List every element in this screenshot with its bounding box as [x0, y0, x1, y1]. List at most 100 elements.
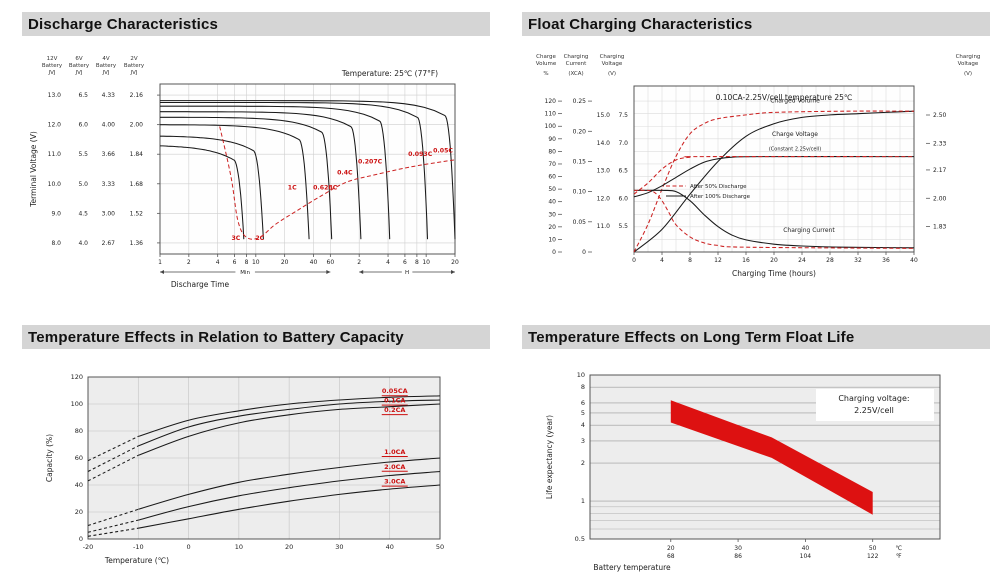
section-title-bar: Discharge Characteristics — [22, 12, 490, 36]
arrowhead — [359, 270, 364, 274]
float-charging-characteristics-chart: ChargeVolume%ChargingCurrent(XCA)Chargin… — [536, 54, 981, 278]
cell-voltage-tick-label: 2.00 — [933, 195, 947, 202]
section-discharge: Discharge Characteristics 12V Battery JVJ 1… — [22, 12, 490, 294]
y-tick-label: 3 — [581, 437, 585, 445]
y-tick-label: 0.5 — [575, 535, 585, 543]
volume-tick-label: 110 — [545, 111, 557, 118]
axis-unit: % — [543, 71, 548, 77]
voltage-tick-label: 10.0 — [48, 181, 62, 188]
x-tick-label: 40 — [386, 543, 394, 551]
x-tick-label: 16 — [742, 257, 750, 264]
axis-segment-label: Min — [240, 270, 250, 276]
y-tick-label: 10 — [577, 371, 585, 379]
section-temp-capacity: Temperature Effects in Relation to Batte… — [22, 325, 490, 577]
axis-column-header: 6V — [75, 56, 82, 62]
x-tick-label: 40 — [910, 257, 918, 264]
voltage12-tick-label: 12.0 — [597, 195, 611, 202]
section-float-life: Temperature Effects on Long Term Float L… — [522, 325, 990, 577]
cell-voltage-tick-label: 1.83 — [933, 224, 947, 231]
x-tick-label-celsius: 30 — [734, 545, 742, 552]
curve-label: 2.0CA — [384, 463, 405, 471]
x-tick-label-fahrenheit: 122 — [867, 553, 879, 560]
curve-label: 3.0CA — [384, 478, 405, 486]
y-tick-label: 8 — [581, 383, 585, 391]
axis-column-header: Voltage — [602, 61, 623, 67]
life-expectancy-band — [670, 400, 873, 515]
volume-tick-label: 60 — [548, 174, 556, 181]
x-tick-label: 30 — [335, 543, 343, 551]
x-axis-title: Charging Time (hours) — [732, 269, 816, 278]
curve-label: 0.093C — [408, 151, 433, 158]
x-tick-label: -10 — [133, 543, 144, 551]
label-backing — [235, 268, 255, 276]
axis-column-header: Charging — [600, 54, 625, 60]
axis-segment-label: H — [405, 270, 409, 276]
x-tick-label: 32 — [854, 257, 862, 264]
section-float-charging: Float Charging Characteristics Charge Vol… — [522, 12, 990, 294]
legend-label: After 100% Discharge — [690, 194, 751, 200]
volume-tick-label: 120 — [545, 98, 557, 105]
axis-column-header: Battery — [69, 63, 90, 69]
charging-current-after-50 — [633, 189, 915, 249]
volume-tick-label: 50 — [548, 186, 556, 193]
voltage12-tick-label: 14.0 — [597, 140, 611, 147]
capacity-curve-0.1CA — [138, 399, 441, 447]
axis-unit: (V) — [964, 71, 972, 77]
voltage-tick-label: 2.67 — [102, 240, 116, 247]
axis-column-header: Charging — [564, 54, 589, 60]
x-tick-label-celsius: 20 — [667, 545, 675, 552]
x-unit-fahrenheit: ℉ — [896, 553, 902, 560]
axis-column-header: Voltage — [958, 61, 979, 67]
voltage-tick-label: 2.16 — [130, 92, 144, 99]
curve-label: 0.1CA — [384, 397, 405, 405]
x-tick-label: 8 — [245, 259, 249, 266]
voltage-tick-label: 3.66 — [102, 151, 116, 158]
section-title-bar: Temperature Effects in Relation to Batte… — [22, 325, 490, 349]
axis-column-header: JVJ — [129, 70, 137, 76]
curve-label: 1.0CA — [384, 448, 405, 456]
curve-label: Charging Current — [783, 227, 835, 234]
voltage-tick-label: 5.5 — [78, 151, 88, 158]
axis-column-header: JVJ — [74, 70, 82, 76]
discharge-curve-0.4C — [160, 111, 362, 240]
x-tick-label: 20 — [770, 257, 778, 264]
x-tick-label-fahrenheit: 104 — [800, 553, 812, 560]
0.1CA-dashed-segment — [87, 445, 139, 472]
0.05CA-dashed-segment — [87, 435, 139, 462]
y-tick-label: 80 — [75, 427, 83, 435]
voltage6-tick-label: 7.5 — [618, 112, 628, 119]
capacity-curve-1.0CA — [138, 457, 441, 510]
section-title-bar: Temperature Effects on Long Term Float L… — [522, 325, 990, 349]
voltage12-tick-label: 15.0 — [597, 112, 611, 119]
section-title: Temperature Effects on Long Term Float L… — [528, 328, 855, 346]
label-backing — [401, 268, 413, 276]
axis-column-header: JVJ — [47, 70, 55, 76]
plot-frame — [159, 83, 456, 255]
curve-label: 0.628C — [313, 184, 338, 191]
current-tick-label: 0.15 — [573, 158, 587, 165]
voltage-tick-label: 12.0 — [48, 122, 62, 129]
discharge-curve-0.05C — [160, 100, 456, 240]
discharge-curve-0.628C — [160, 116, 333, 240]
x-tick-label-fahrenheit: 86 — [734, 553, 742, 560]
curve-label: 0.05CA — [382, 387, 408, 395]
volume-tick-label: 80 — [548, 148, 556, 155]
x-tick-label: 60 — [327, 259, 335, 266]
curve-label: 2C — [255, 235, 264, 242]
voltage-tick-label: 8.0 — [51, 240, 61, 247]
temperature-capacity-chart: 0 20 40 60 80 100 120 -20 -10 0 10 20 30 40 50 Capacity… — [45, 373, 444, 565]
voltage6-tick-label: 6.0 — [618, 195, 628, 202]
volume-tick-label: 90 — [548, 136, 556, 143]
x-tick-label: 28 — [826, 257, 834, 264]
x-tick-label: 10 — [252, 259, 260, 266]
current-tick-label: 0.20 — [573, 128, 587, 135]
current-tick-label: 0.10 — [573, 189, 587, 196]
x-tick-label: 8 — [688, 257, 692, 264]
axis-column-header: Battery — [96, 63, 117, 69]
y-tick-label: 60 — [75, 454, 83, 462]
arrowhead — [160, 270, 164, 274]
x-tick-label: 6 — [233, 259, 237, 266]
current-tick-label: 0.05 — [573, 219, 587, 226]
voltage-tick-label: 3.33 — [102, 181, 116, 188]
